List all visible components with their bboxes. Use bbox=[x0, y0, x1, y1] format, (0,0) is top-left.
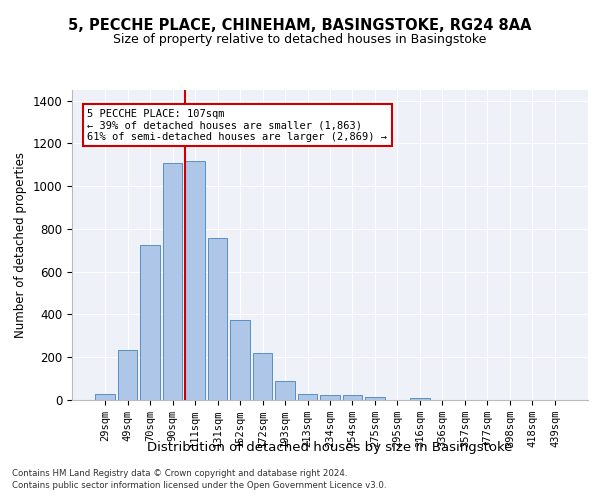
Bar bbox=[230, 320, 250, 400]
Bar bbox=[275, 381, 295, 400]
Bar bbox=[365, 397, 385, 400]
Bar bbox=[118, 350, 137, 400]
Bar bbox=[95, 394, 115, 400]
Bar bbox=[140, 245, 160, 400]
Text: Size of property relative to detached houses in Basingstoke: Size of property relative to detached ho… bbox=[113, 32, 487, 46]
Bar bbox=[320, 394, 340, 400]
Text: Contains public sector information licensed under the Open Government Licence v3: Contains public sector information licen… bbox=[12, 480, 386, 490]
Bar bbox=[253, 353, 272, 400]
Bar bbox=[298, 394, 317, 400]
Bar bbox=[185, 160, 205, 400]
Bar bbox=[208, 238, 227, 400]
Bar bbox=[343, 394, 362, 400]
Bar bbox=[410, 398, 430, 400]
Text: 5 PECCHE PLACE: 107sqm
← 39% of detached houses are smaller (1,863)
61% of semi-: 5 PECCHE PLACE: 107sqm ← 39% of detached… bbox=[88, 108, 388, 142]
Y-axis label: Number of detached properties: Number of detached properties bbox=[14, 152, 27, 338]
Bar bbox=[163, 162, 182, 400]
Text: Distribution of detached houses by size in Basingstoke: Distribution of detached houses by size … bbox=[147, 441, 513, 454]
Text: Contains HM Land Registry data © Crown copyright and database right 2024.: Contains HM Land Registry data © Crown c… bbox=[12, 469, 347, 478]
Text: 5, PECCHE PLACE, CHINEHAM, BASINGSTOKE, RG24 8AA: 5, PECCHE PLACE, CHINEHAM, BASINGSTOKE, … bbox=[68, 18, 532, 32]
